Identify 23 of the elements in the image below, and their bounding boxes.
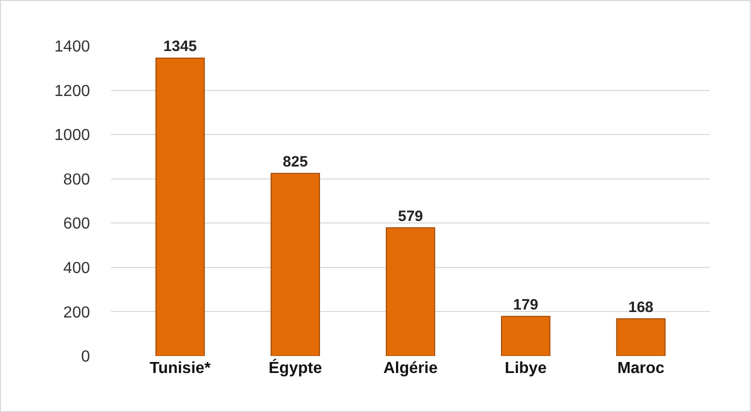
bar <box>155 58 205 356</box>
bar <box>501 316 550 356</box>
y-tick-label: 0 <box>81 348 90 366</box>
y-tick-label: 1200 <box>54 82 90 100</box>
data-label: 1345 <box>163 38 197 56</box>
x-tick-label: Égypte <box>268 358 322 377</box>
data-label: 579 <box>398 208 424 225</box>
bar <box>386 227 436 356</box>
bar <box>616 318 666 356</box>
y-tick-label: 1000 <box>54 127 90 144</box>
y-tick-label: 200 <box>63 304 90 322</box>
y-tick-label: 1400 <box>54 38 90 56</box>
y-tick-label: 800 <box>63 171 90 188</box>
y-tick-label: 400 <box>63 260 90 278</box>
x-tick-label: Algérie <box>383 360 438 377</box>
bar <box>270 172 320 356</box>
x-tick-label: Libye <box>504 360 547 377</box>
x-tick-label: Tunisie* <box>150 360 212 377</box>
data-label: 179 <box>513 296 538 314</box>
data-label: 168 <box>628 298 654 316</box>
x-tick-label: Maroc <box>617 360 665 377</box>
y-tick-label: 600 <box>63 216 90 233</box>
data-label: 825 <box>282 153 308 170</box>
